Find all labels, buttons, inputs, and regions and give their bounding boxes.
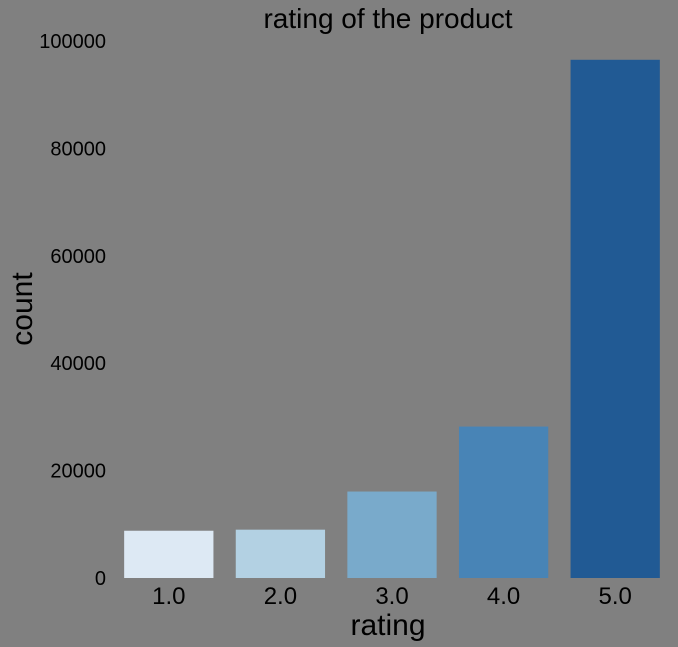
bar-2-0 [235, 529, 326, 578]
bar-5-0 [570, 59, 660, 579]
y-tick-label: 80000 [50, 138, 106, 160]
y-ticks: 0 20000 40000 60000 80000 100000 [39, 31, 106, 590]
y-tick-label: 100000 [39, 31, 106, 53]
x-tick-label: 3.0 [375, 583, 408, 610]
x-axis-label: rating [350, 609, 425, 642]
y-tick-label: 60000 [50, 246, 106, 268]
x-tick-label: 4.0 [487, 583, 520, 610]
x-tick-label: 5.0 [599, 583, 632, 610]
y-tick-label: 20000 [50, 461, 106, 483]
bar-1-0 [124, 530, 214, 578]
bars [124, 59, 660, 579]
y-tick-label: 40000 [50, 353, 106, 375]
y-tick-label: 0 [95, 568, 106, 590]
x-tick-label: 1.0 [152, 583, 185, 610]
chart-title: rating of the product [263, 3, 512, 34]
bar-4-0 [458, 426, 549, 578]
bar-3-0 [347, 491, 437, 578]
y-axis-label: count [6, 272, 39, 346]
x-tick-label: 2.0 [264, 583, 297, 610]
x-ticks: 1.0 2.0 3.0 4.0 5.0 [152, 583, 632, 610]
